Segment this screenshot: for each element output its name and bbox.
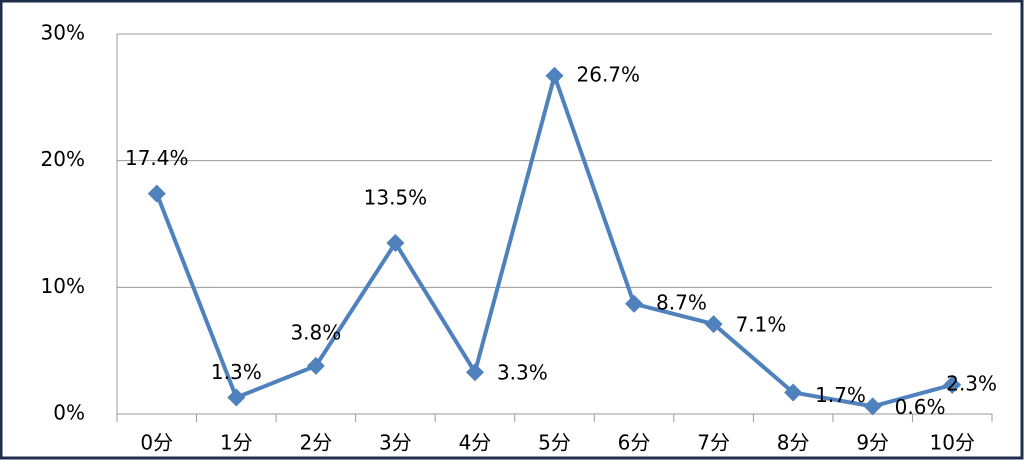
marker — [465, 363, 484, 382]
y-tick-label: 10% — [41, 274, 85, 298]
x-tick-label: 0分 — [140, 431, 173, 455]
marker — [227, 388, 246, 407]
marker — [943, 375, 962, 394]
data-label: 3.8% — [290, 320, 341, 344]
y-tick-label: 20% — [41, 147, 85, 171]
x-tick-label: 6分 — [618, 431, 651, 455]
marker — [704, 315, 723, 334]
x-tick-label: 2分 — [299, 431, 332, 455]
y-tick-label: 30% — [41, 21, 85, 45]
x-tick-label: 3分 — [379, 431, 412, 455]
marker — [306, 356, 325, 375]
x-tick-label: 7分 — [697, 431, 730, 455]
data-label: 1.3% — [211, 360, 262, 384]
x-tick-label: 10分 — [930, 431, 975, 455]
x-tick-label: 4分 — [459, 431, 492, 455]
x-tick-label: 8分 — [777, 431, 810, 455]
data-label: 0.6% — [895, 395, 946, 419]
marker — [386, 234, 405, 252]
data-label: 13.5% — [364, 186, 428, 210]
marker — [545, 66, 564, 85]
data-label: 26.7% — [577, 62, 641, 86]
data-label: 2.3% — [946, 371, 997, 395]
x-tick-label: 1分 — [220, 431, 253, 455]
data-label: 7.1% — [736, 313, 787, 337]
marker — [147, 184, 166, 203]
data-label: 17.4% — [125, 146, 189, 170]
x-tick-label: 5分 — [538, 431, 571, 455]
series-line — [154, 73, 953, 409]
y-tick-label: 0% — [53, 401, 85, 425]
marker — [784, 383, 803, 402]
data-label: 8.7% — [656, 290, 707, 314]
marker — [863, 397, 882, 416]
data-label: 3.3% — [497, 361, 548, 385]
marker — [625, 294, 644, 313]
data-label: 1.7% — [815, 383, 866, 407]
x-tick-label: 9分 — [856, 431, 889, 455]
